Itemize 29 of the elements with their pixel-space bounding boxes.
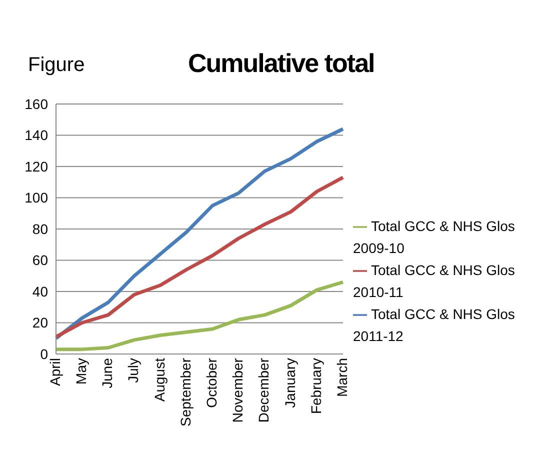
x-tick-label: April [46, 358, 63, 386]
x-tick-label: August [151, 358, 168, 402]
x-tick-label: July [125, 358, 142, 383]
legend-label: Total GCC & NHS Glos 2009-10 [353, 218, 515, 256]
x-tick-label: December [256, 358, 272, 423]
text: Figure [28, 54, 85, 77]
x-tick-label: June [99, 358, 116, 388]
y-tick-label: 80 [32, 220, 48, 237]
y-tick-label: 120 [24, 158, 48, 174]
x-tick-label: October [203, 358, 220, 408]
legend-label: Total GCC & NHS Glos 2010-11 [353, 262, 515, 300]
y-tick-label: 20 [32, 314, 48, 331]
chart-title: Cumulative total [188, 48, 374, 79]
x-tick-label: September [177, 358, 194, 426]
y-tick-label: 0 [40, 346, 48, 362]
x-tick-label: November [230, 358, 246, 423]
line-series [54, 127, 345, 340]
line-series [54, 176, 345, 339]
y-tick-label: 40 [32, 283, 48, 300]
x-tick-label: May [73, 358, 90, 384]
y-tick-label: 100 [24, 190, 48, 206]
legend-label: Total GCC & NHS Glos 2011-12 [353, 306, 515, 344]
line-series [54, 280, 345, 352]
y-tick-label: 60 [32, 252, 48, 268]
y-tick-label: 160 [24, 96, 48, 112]
y-tick-label: 140 [24, 127, 48, 144]
x-tick-label: January [282, 358, 298, 408]
x-tick-label: March [334, 358, 350, 397]
x-tick-label: February [308, 358, 324, 414]
